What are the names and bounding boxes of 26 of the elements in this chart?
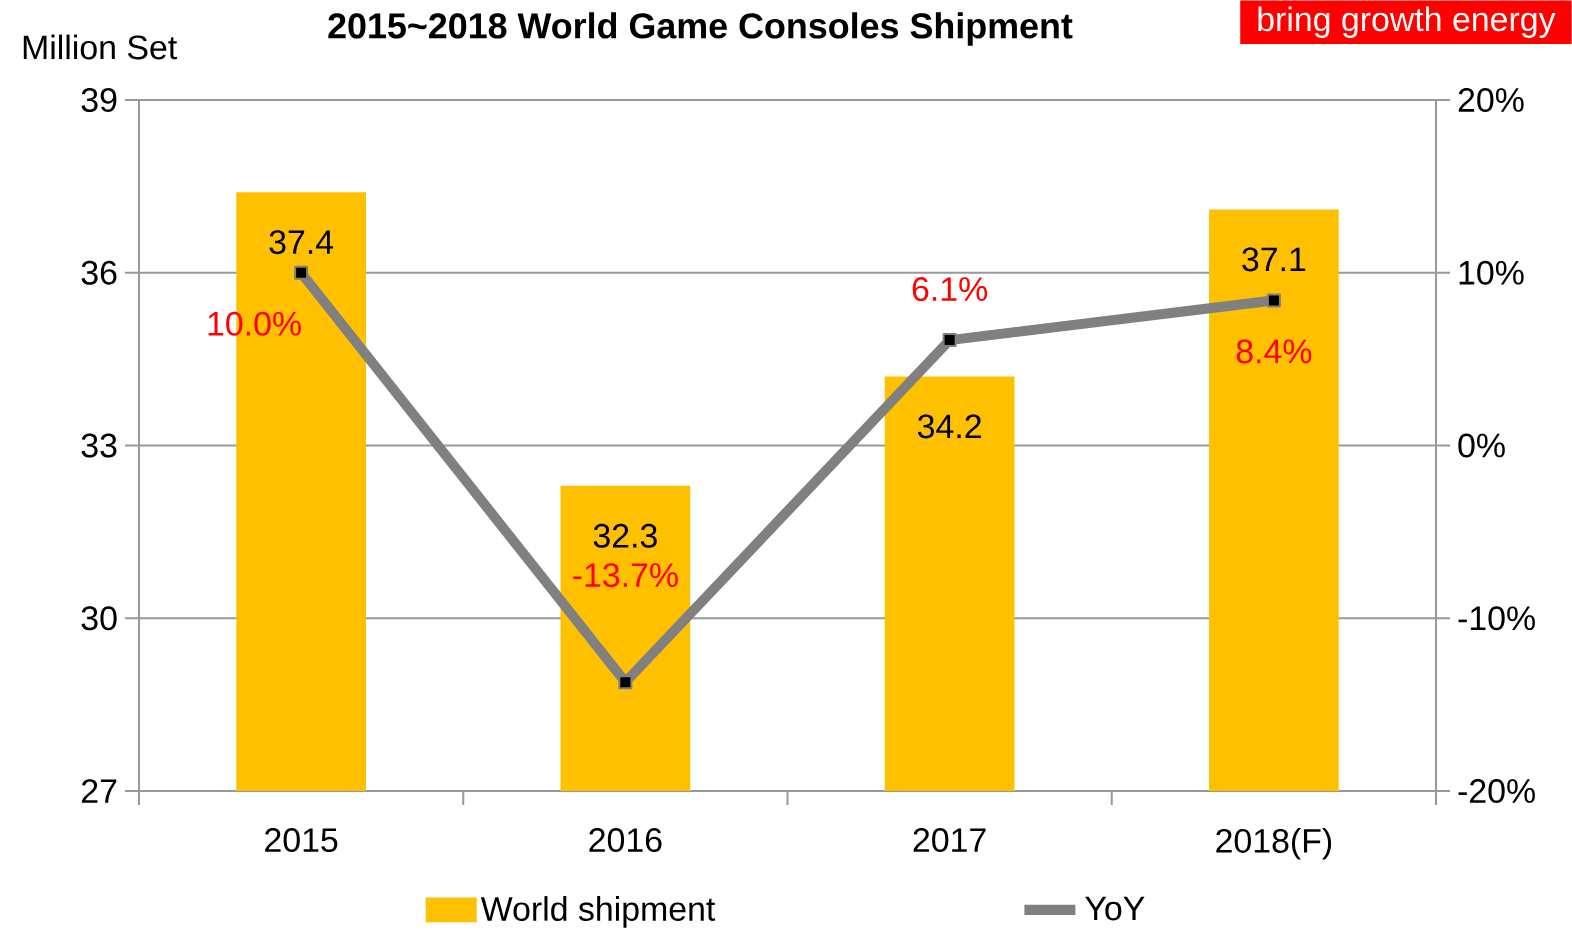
y-tick-label: 33 — [81, 433, 117, 458]
y2-tick-label: 10% — [1459, 260, 1524, 285]
y-axis-title: Million Set — [23, 34, 177, 60]
y2-tick-label: 20% — [1458, 88, 1524, 112]
y2-tick-label: 0% — [1458, 433, 1505, 458]
y2-tick-label: -20% — [1458, 779, 1535, 803]
x-tick-label: 2015 — [265, 828, 338, 853]
legend-label: YoY — [1085, 896, 1145, 921]
y-tick-label: 30 — [81, 606, 117, 631]
data-label: 32.3 — [593, 523, 657, 548]
legend-label: World shipment — [480, 896, 716, 928]
x-tick-label: 2016 — [589, 828, 662, 853]
y-tick-label: 27 — [82, 779, 117, 803]
x-tick-label: 2018(F) — [1216, 828, 1332, 860]
data-label: 37.1 — [1242, 247, 1306, 272]
y2-tick-label: -10% — [1458, 606, 1535, 631]
data-label: 34.2 — [917, 414, 981, 439]
chart-title: 2015~2018 World Game Consoles Shipment — [328, 12, 1073, 46]
data-label: 8.4% — [1236, 339, 1312, 364]
y-tick-label: 36 — [81, 260, 117, 285]
x-tick-label: 2017 — [913, 828, 986, 853]
text: bring growth energy — [1258, 6, 1556, 38]
data-label: 6.1% — [912, 277, 988, 302]
y-tick-label: 39 — [81, 88, 117, 112]
data-label: -13.7% — [573, 563, 678, 588]
data-label: 37.4 — [269, 230, 334, 255]
